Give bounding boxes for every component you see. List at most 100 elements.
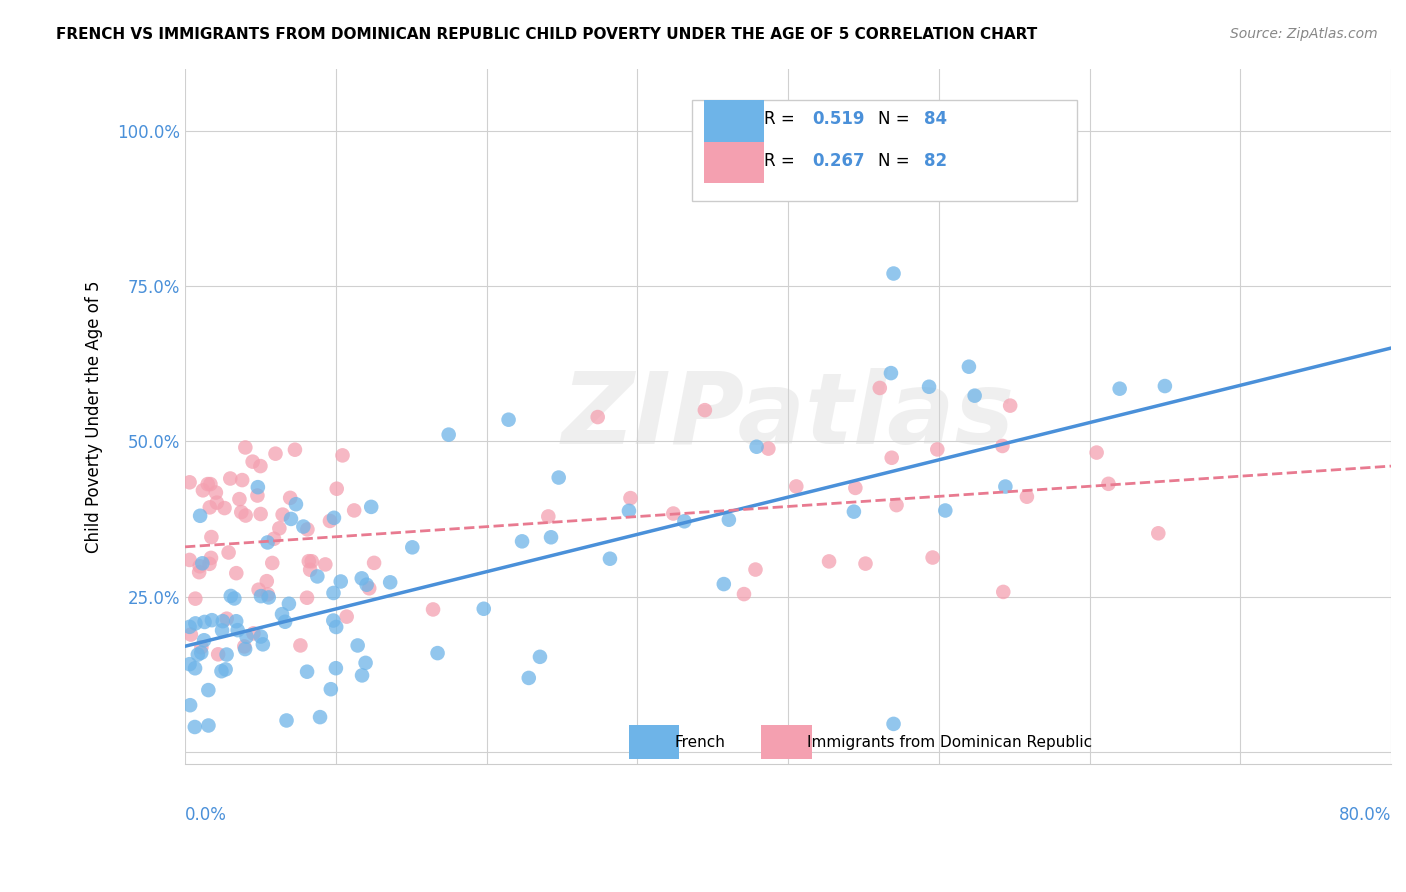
Point [880,366,903,380]
Point [301,554,323,568]
Point [264,447,287,461]
Point [352,668,374,682]
Point [200,477,222,491]
Point [1015,490,1038,504]
FancyBboxPatch shape [692,100,1077,201]
Point [319,682,342,697]
Point [263,532,285,546]
Point [249,507,271,521]
Point [249,459,271,474]
Point [191,483,214,498]
Point [336,609,359,624]
Point [250,589,273,603]
Point [963,389,986,403]
Text: French: French [675,734,725,749]
Point [717,513,740,527]
Point [510,534,533,549]
Point [200,530,222,544]
Point [619,491,641,505]
Point [184,591,207,606]
Point [380,575,402,590]
Point [295,665,318,679]
Point [325,661,347,675]
Point [295,591,318,605]
Point [256,574,278,589]
Point [886,498,908,512]
Point [211,624,233,638]
Point [401,541,423,555]
FancyBboxPatch shape [703,100,763,142]
Point [299,563,322,577]
Point [179,698,201,713]
Point [869,381,891,395]
Point [205,485,228,500]
Point [599,551,621,566]
Point [184,616,207,631]
Text: R =: R = [763,111,800,128]
Point [880,450,903,465]
Point [662,507,685,521]
Point [346,639,368,653]
Point [211,664,233,678]
Point [180,627,202,641]
Point [219,589,242,603]
Point [179,475,201,490]
Point [205,496,228,510]
Point [298,554,321,568]
Point [231,473,253,487]
Point [323,511,346,525]
Point [188,559,211,574]
Point [191,557,214,571]
Point [190,640,212,655]
Point [332,449,354,463]
Point [225,614,247,628]
Point [197,477,219,491]
Point [426,646,449,660]
Point [226,623,249,637]
Point [197,683,219,698]
Point [194,615,217,629]
Point [218,545,240,559]
Point [198,500,221,515]
Point [360,500,382,514]
Point [249,630,271,644]
Point [994,479,1017,493]
Point [214,501,236,516]
Point [1147,526,1170,541]
Point [314,558,336,572]
Point [271,607,294,621]
Point [193,633,215,648]
Point [927,442,949,457]
Point [219,471,242,485]
Point [517,671,540,685]
Point [235,441,257,455]
Point [745,440,768,454]
Point [277,597,299,611]
Point [292,519,315,533]
Point [537,509,560,524]
Point [363,556,385,570]
Point [322,614,344,628]
Point [271,508,294,522]
Point [225,566,247,581]
Point [325,482,347,496]
Point [693,403,716,417]
Point [214,662,236,676]
Point [246,489,269,503]
Point [247,582,270,597]
Point [673,514,696,528]
Point [998,399,1021,413]
Point [422,602,444,616]
Point [290,639,312,653]
Point [269,521,291,535]
Text: 0.519: 0.519 [813,111,865,128]
Point [842,505,865,519]
Point [993,585,1015,599]
Point [957,359,980,374]
Point [184,720,207,734]
Point [437,427,460,442]
Point [280,512,302,526]
Point [179,553,201,567]
Text: Source: ZipAtlas.com: Source: ZipAtlas.com [1230,27,1378,41]
Point [319,514,342,528]
